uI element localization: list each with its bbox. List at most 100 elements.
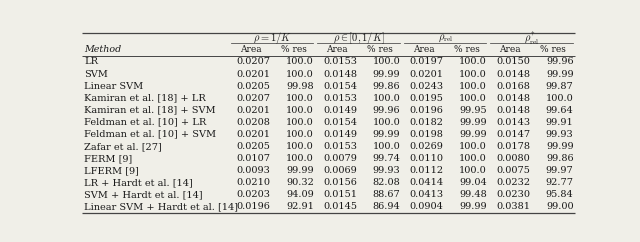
Text: 0.0148: 0.0148	[496, 69, 531, 78]
Text: 99.99: 99.99	[286, 166, 314, 175]
Text: 0.0203: 0.0203	[237, 190, 271, 199]
Text: 0.0201: 0.0201	[237, 130, 271, 139]
Text: 0.0080: 0.0080	[497, 154, 531, 163]
Text: 92.91: 92.91	[286, 202, 314, 211]
Text: Feldman et al. [10] + SVM: Feldman et al. [10] + SVM	[84, 130, 216, 139]
Text: 0.0148: 0.0148	[496, 94, 531, 103]
Text: 0.0208: 0.0208	[237, 118, 271, 127]
Text: 0.0153: 0.0153	[323, 57, 357, 67]
Text: 100.0: 100.0	[460, 142, 487, 151]
Text: 0.0079: 0.0079	[323, 154, 357, 163]
Text: 0.0182: 0.0182	[410, 118, 444, 127]
Text: 0.0207: 0.0207	[237, 94, 271, 103]
Text: 100.0: 100.0	[460, 57, 487, 67]
Text: $\rho^{\dagger}_{\rm rel}$: $\rho^{\dagger}_{\rm rel}$	[524, 30, 540, 46]
Text: 0.0150: 0.0150	[497, 57, 531, 67]
Text: 99.97: 99.97	[546, 166, 573, 175]
Text: 0.0197: 0.0197	[410, 57, 444, 67]
Text: 0.0143: 0.0143	[496, 118, 531, 127]
Text: 0.0207: 0.0207	[237, 57, 271, 67]
Text: SVM + Hardt et al. [14]: SVM + Hardt et al. [14]	[84, 190, 203, 199]
Text: 100.0: 100.0	[546, 94, 573, 103]
Text: 99.48: 99.48	[460, 190, 487, 199]
Text: 0.0154: 0.0154	[323, 82, 357, 91]
Text: 99.99: 99.99	[372, 69, 401, 78]
Text: 0.0413: 0.0413	[410, 190, 444, 199]
Text: LFERM [9]: LFERM [9]	[84, 166, 140, 175]
Text: 100.0: 100.0	[286, 142, 314, 151]
Text: $\rho \in [0, 1/K]$: $\rho \in [0, 1/K]$	[333, 30, 385, 46]
Text: 0.0151: 0.0151	[323, 190, 357, 199]
Text: 100.0: 100.0	[286, 106, 314, 115]
Text: 99.99: 99.99	[460, 130, 487, 139]
Text: % res: % res	[367, 45, 393, 54]
Text: 100.0: 100.0	[286, 94, 314, 103]
Text: 100.0: 100.0	[286, 130, 314, 139]
Text: 99.00: 99.00	[546, 202, 573, 211]
Text: Kamiran et al. [18] + SVM: Kamiran et al. [18] + SVM	[84, 106, 216, 115]
Text: Method: Method	[84, 45, 122, 54]
Text: 100.0: 100.0	[460, 154, 487, 163]
Text: Zafar et al. [27]: Zafar et al. [27]	[84, 142, 162, 151]
Text: 100.0: 100.0	[460, 82, 487, 91]
Text: 92.77: 92.77	[545, 178, 573, 187]
Text: 99.99: 99.99	[460, 118, 487, 127]
Text: FERM [9]: FERM [9]	[84, 154, 132, 163]
Text: 0.0243: 0.0243	[410, 82, 444, 91]
Text: 99.04: 99.04	[460, 178, 487, 187]
Text: 0.0149: 0.0149	[323, 130, 357, 139]
Text: 99.95: 99.95	[460, 106, 487, 115]
Text: 99.86: 99.86	[372, 82, 401, 91]
Text: $\rho_{\rm rel}$: $\rho_{\rm rel}$	[438, 32, 453, 44]
Text: 0.0232: 0.0232	[496, 178, 531, 187]
Text: 99.99: 99.99	[372, 130, 401, 139]
Text: 100.0: 100.0	[460, 69, 487, 78]
Text: 0.0195: 0.0195	[410, 94, 444, 103]
Text: 0.0168: 0.0168	[497, 82, 531, 91]
Text: 99.99: 99.99	[460, 202, 487, 211]
Text: 0.0156: 0.0156	[323, 178, 357, 187]
Text: 99.96: 99.96	[546, 57, 573, 67]
Text: 0.0153: 0.0153	[323, 94, 357, 103]
Text: Linear SVM + Hardt et al. [14]: Linear SVM + Hardt et al. [14]	[84, 202, 239, 211]
Text: % res: % res	[454, 45, 480, 54]
Text: 99.87: 99.87	[546, 82, 573, 91]
Text: 99.99: 99.99	[546, 69, 573, 78]
Text: 100.0: 100.0	[372, 57, 401, 67]
Text: 100.0: 100.0	[286, 118, 314, 127]
Text: 0.0381: 0.0381	[496, 202, 531, 211]
Text: Feldman et al. [10] + LR: Feldman et al. [10] + LR	[84, 118, 207, 127]
Text: LR: LR	[84, 57, 99, 67]
Text: 95.84: 95.84	[546, 190, 573, 199]
Text: Area: Area	[499, 45, 521, 54]
Text: Area: Area	[413, 45, 435, 54]
Text: 0.0414: 0.0414	[410, 178, 444, 187]
Text: 100.0: 100.0	[286, 57, 314, 67]
Text: $\rho = 1/K$: $\rho = 1/K$	[253, 30, 291, 46]
Text: 0.0269: 0.0269	[410, 142, 444, 151]
Text: 0.0069: 0.0069	[323, 166, 357, 175]
Text: 0.0904: 0.0904	[410, 202, 444, 211]
Text: % res: % res	[281, 45, 307, 54]
Text: 0.0196: 0.0196	[237, 202, 271, 211]
Text: 86.94: 86.94	[372, 202, 401, 211]
Text: 99.64: 99.64	[546, 106, 573, 115]
Text: LR + Hardt et al. [14]: LR + Hardt et al. [14]	[84, 178, 193, 187]
Text: SVM: SVM	[84, 69, 108, 78]
Text: 0.0198: 0.0198	[410, 130, 444, 139]
Text: Linear SVM: Linear SVM	[84, 82, 144, 91]
Text: 0.0201: 0.0201	[237, 69, 271, 78]
Text: 100.0: 100.0	[372, 142, 401, 151]
Text: 0.0210: 0.0210	[237, 178, 271, 187]
Text: % res: % res	[540, 45, 566, 54]
Text: 0.0148: 0.0148	[496, 106, 531, 115]
Text: 0.0196: 0.0196	[410, 106, 444, 115]
Text: 0.0110: 0.0110	[410, 154, 444, 163]
Text: Kamiran et al. [18] + LR: Kamiran et al. [18] + LR	[84, 94, 206, 103]
Text: 99.98: 99.98	[286, 82, 314, 91]
Text: 0.0153: 0.0153	[323, 142, 357, 151]
Text: 0.0075: 0.0075	[497, 166, 531, 175]
Text: 0.0148: 0.0148	[323, 69, 357, 78]
Text: 0.0201: 0.0201	[237, 106, 271, 115]
Text: 100.0: 100.0	[286, 154, 314, 163]
